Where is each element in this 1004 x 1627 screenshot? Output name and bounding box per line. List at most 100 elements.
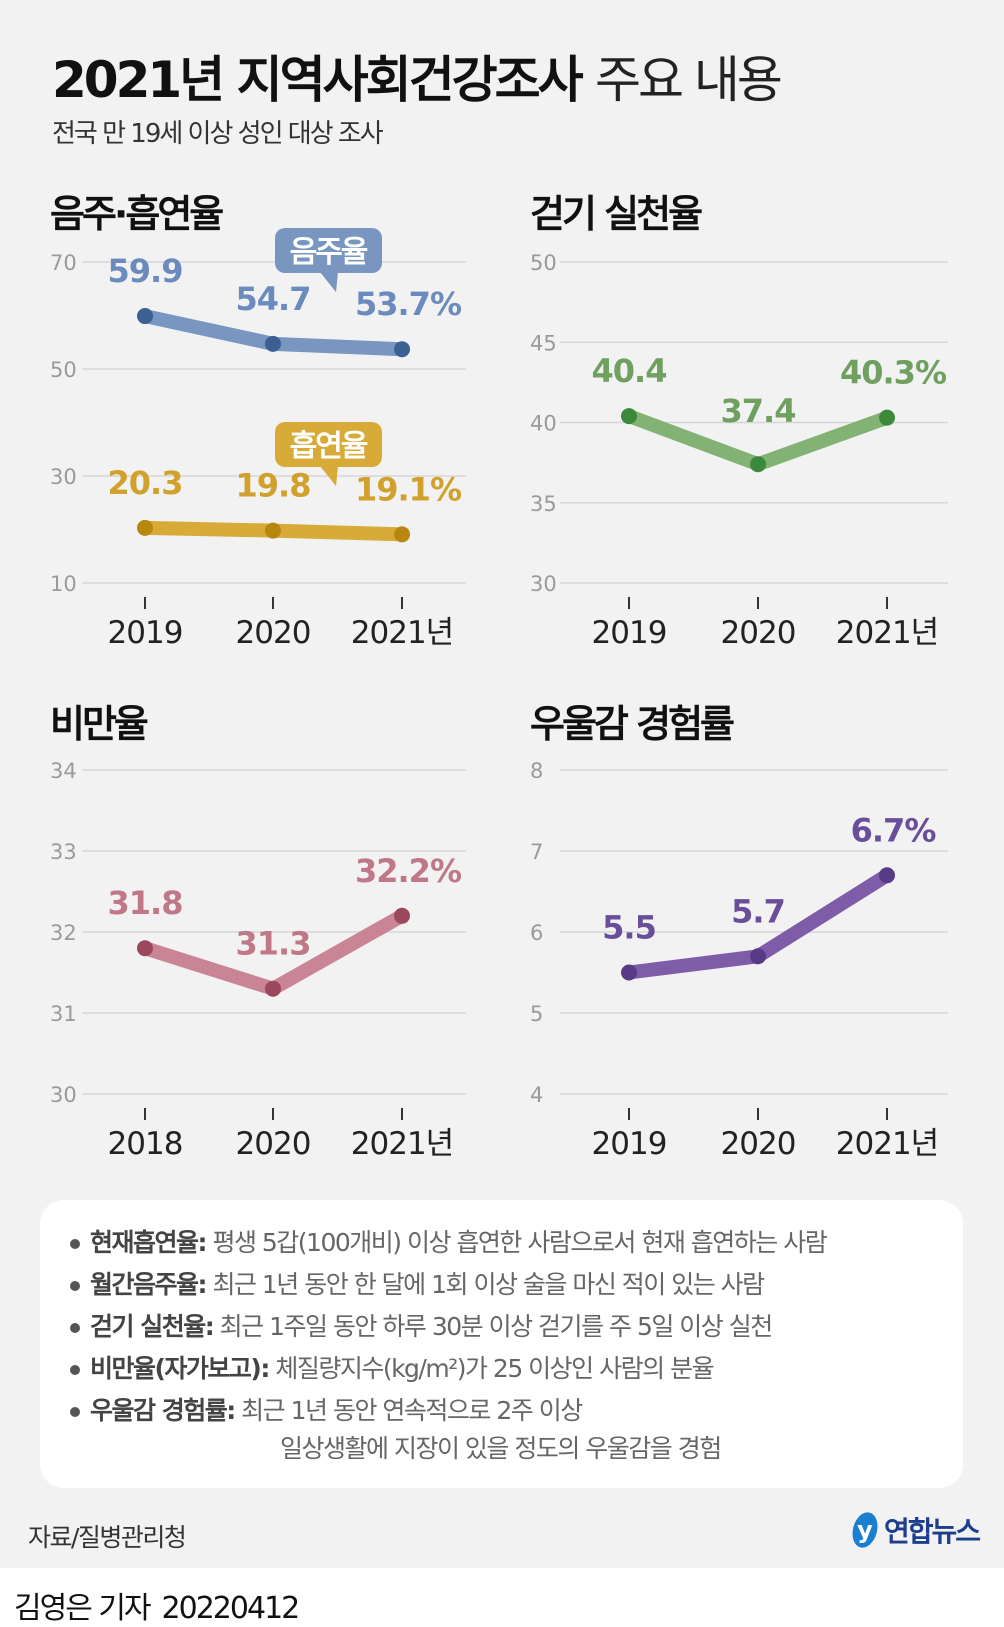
x-tick-label: 2020 — [236, 615, 311, 651]
y-tick-label: 34 — [50, 759, 77, 783]
note-desc-continued: 일상생활에 지장이 있을 정도의 우울감을 경험 — [280, 1434, 722, 1463]
callout-pointer — [320, 272, 338, 292]
legend-label: 음주율 — [290, 235, 368, 270]
data-point — [265, 980, 281, 997]
title-bold: 2021년 지역사회건강조사 — [52, 51, 584, 109]
note-item: 걷기 실천율: 최근 1주일 동안 하루 30분 이상 걷기를 주 5일 이상 … — [70, 1306, 933, 1348]
data-label: 20.3 — [108, 464, 183, 502]
y-tick-label: 4 — [530, 1083, 543, 1107]
data-point — [265, 335, 281, 352]
legend-callout — [275, 422, 382, 467]
subtitle: 전국 만 19세 이상 성인 대상 조사 — [52, 119, 384, 149]
data-point — [621, 964, 637, 981]
data-point — [137, 308, 153, 325]
data-label: 53.7% — [355, 285, 462, 323]
data-label: 6.7% — [851, 811, 937, 849]
charts-canvas: 70 50 30 10 2019 2020 2021년 59.9 54.7 53.7% 20.3 19… — [50, 228, 948, 1162]
x-tick-label: 2021년 — [351, 1126, 453, 1162]
x-tick-label: 2019 — [108, 615, 183, 651]
logo-text: 연합뉴스 — [884, 1515, 981, 1548]
note-desc: 체질량지수(kg/m²)가 25 이상인 사람의 분율 — [275, 1354, 714, 1383]
data-label: 32.2% — [355, 852, 462, 890]
note-item: 비만율(자가보고): 체질량지수(kg/m²)가 25 이상인 사람의 분율 — [70, 1348, 933, 1390]
x-tick-label: 2021년 — [836, 1126, 938, 1162]
title-light: 주요 내용 — [595, 51, 783, 109]
x-tick-label: 2020 — [721, 1126, 796, 1162]
y-tick-label: 6 — [530, 921, 543, 945]
note-item: 현재흡연율: 평생 5갑(100개비) 이상 흡연한 사람으로서 현재 흡연하는… — [70, 1222, 933, 1264]
data-point — [394, 526, 410, 543]
note-term: 월간음주율: — [90, 1270, 208, 1299]
note-desc: 최근 1주일 동안 하루 30분 이상 걷기를 주 5일 이상 실천 — [219, 1312, 774, 1341]
page-title: 2021년 지역사회건강조사 주요 내용 — [52, 40, 783, 112]
data-label: 31.3 — [236, 925, 311, 963]
date: 20220412 — [161, 1591, 301, 1626]
yonhap-logo: y 연합뉴스 — [848, 1510, 981, 1550]
y-tick-label: 30 — [50, 1083, 77, 1107]
source: 자료/질병관리청 — [28, 1523, 187, 1552]
legend-callout — [275, 228, 382, 273]
x-tick-label: 2020 — [721, 615, 796, 651]
note-item: 월간음주율: 최근 1년 동안 한 달에 1회 이상 술을 마신 적이 있는 사… — [70, 1264, 933, 1306]
note-term: 걷기 실천율: — [90, 1312, 215, 1341]
data-label: 40.4 — [592, 352, 667, 390]
data-label: 40.3% — [840, 354, 947, 392]
legend-label: 흡연율 — [290, 429, 368, 464]
y-tick-label: 33 — [50, 840, 77, 864]
byline: 김영은 기자 20220412 — [14, 1583, 310, 1627]
data-label: 37.4 — [721, 392, 796, 430]
y-tick-label: 7 — [530, 840, 543, 864]
y-tick-label: 50 — [530, 251, 557, 275]
data-point — [394, 341, 410, 358]
data-point — [879, 409, 895, 426]
data-label: 5.5 — [602, 909, 656, 947]
y-tick-label: 8 — [530, 759, 543, 783]
y-tick-label: 10 — [50, 572, 77, 596]
y-tick-label: 5 — [530, 1002, 543, 1026]
data-point — [394, 907, 410, 924]
data-point — [137, 940, 153, 957]
y-tick-label: 30 — [530, 572, 557, 596]
y-tick-label: 31 — [50, 1002, 77, 1026]
chart-title-obesity: 비만율 — [50, 702, 149, 746]
y-tick-label: 70 — [50, 251, 77, 275]
x-tick-label: 2020 — [236, 1126, 311, 1162]
data-label: 19.1% — [355, 470, 462, 508]
chart-title-depression: 우울감 경험률 — [530, 702, 735, 746]
data-point — [879, 867, 895, 884]
data-label: 19.8 — [236, 467, 311, 505]
data-point — [137, 519, 153, 536]
data-point — [750, 456, 766, 473]
note-desc: 최근 1년 동안 한 달에 1회 이상 술을 마신 적이 있는 사람 — [212, 1270, 765, 1299]
data-point — [621, 408, 637, 425]
data-label: 54.7 — [236, 280, 311, 318]
x-tick-label: 2021년 — [351, 615, 453, 651]
chart-title-walking: 걷기 실천율 — [530, 192, 703, 236]
y-tick-label: 50 — [50, 358, 77, 382]
data-point — [750, 948, 766, 965]
data-point — [265, 522, 281, 539]
logo-mark-icon: y — [852, 1512, 878, 1548]
data-label: 5.7 — [731, 892, 785, 930]
x-tick-label: 2019 — [592, 1126, 667, 1162]
y-tick-label: 32 — [50, 921, 77, 945]
x-tick-label: 2021년 — [836, 615, 938, 651]
y-tick-label: 45 — [530, 331, 557, 355]
note-desc: 평생 5갑(100개비) 이상 흡연한 사람으로서 현재 흡연하는 사람 — [212, 1228, 827, 1257]
note-term: 비만율(자가보고): — [90, 1354, 270, 1383]
data-label: 31.8 — [108, 884, 183, 922]
y-tick-label: 35 — [530, 492, 557, 516]
reporter: 김영은 기자 — [14, 1591, 152, 1626]
y-tick-label: 30 — [50, 465, 77, 489]
callout-pointer — [320, 466, 338, 486]
y-tick-label: 40 — [530, 412, 557, 436]
x-tick-label: 2019 — [592, 615, 667, 651]
note-term: 우울감 경험률: — [90, 1396, 236, 1425]
note-desc: 최근 1년 동안 연속적으로 2주 이상 — [241, 1396, 583, 1425]
chart-title-drinking-smoking: 음주·흡연율 — [50, 192, 224, 236]
note-term: 현재흡연율: — [90, 1228, 208, 1257]
data-label: 59.9 — [108, 252, 183, 290]
x-tick-label: 2018 — [108, 1126, 183, 1162]
definitions-box: 현재흡연율: 평생 5갑(100개비) 이상 흡연한 사람으로서 현재 흡연하는… — [40, 1200, 963, 1488]
